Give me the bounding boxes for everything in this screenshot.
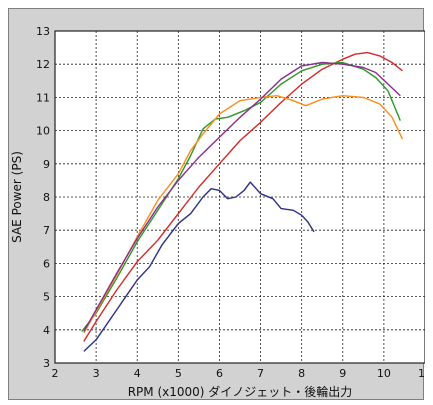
y-tick-label: 10 — [36, 125, 50, 138]
y-tick-label: 7 — [43, 224, 50, 237]
series-layer — [81, 51, 404, 352]
x-tick-label: 4 — [134, 367, 141, 380]
grid-lines — [55, 31, 425, 363]
y-tick-label: 11 — [36, 91, 50, 104]
x-tick-label: 3 — [93, 367, 100, 380]
y-tick-label: 8 — [43, 191, 50, 204]
x-tick-label: 11 — [418, 367, 425, 380]
y-tick-label: 6 — [43, 257, 50, 270]
y-axis-label: SAE Power (PS) — [10, 151, 24, 243]
x-tick-label: 8 — [298, 367, 305, 380]
x-tick-label: 10 — [377, 367, 391, 380]
x-tick-label: 2 — [52, 367, 59, 380]
series-line-1 — [83, 51, 403, 342]
x-tick-label: 6 — [216, 367, 223, 380]
x-axis-label: RPM (x1000) ダイノジェット・後輪出力 — [128, 384, 353, 399]
series-line-5 — [83, 181, 315, 352]
power-chart: 234567891011345678910111213 RPM (x1000) … — [10, 25, 432, 399]
y-tick-label: 13 — [36, 25, 50, 38]
y-tick-label: 12 — [36, 58, 50, 71]
series-line-3 — [83, 94, 404, 334]
y-tick-label: 4 — [43, 324, 50, 337]
y-tick-label: 5 — [43, 291, 50, 304]
series-line-4 — [83, 61, 401, 332]
x-tick-label: 7 — [257, 367, 264, 380]
x-tick-label: 5 — [175, 367, 182, 380]
y-tick-label: 3 — [43, 357, 50, 370]
y-tick-label: 9 — [43, 158, 50, 171]
chart-frame: 234567891011345678910111213 RPM (x1000) … — [8, 8, 432, 400]
x-tick-label: 9 — [339, 367, 346, 380]
series-line-2 — [81, 61, 401, 332]
